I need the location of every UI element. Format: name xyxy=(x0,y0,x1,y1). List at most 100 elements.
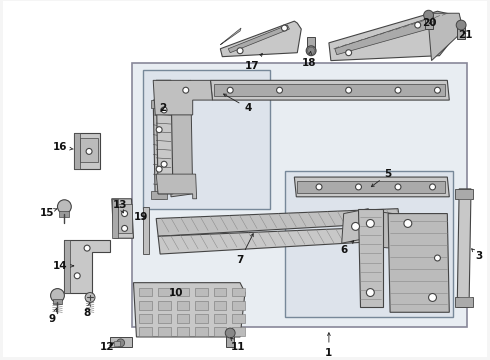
Bar xyxy=(425,15,433,29)
Circle shape xyxy=(237,48,243,54)
Circle shape xyxy=(415,22,421,28)
Polygon shape xyxy=(151,191,167,199)
Bar xyxy=(455,297,473,307)
Polygon shape xyxy=(329,11,463,60)
Bar xyxy=(176,314,189,323)
Text: 20: 20 xyxy=(422,18,437,28)
Bar xyxy=(176,288,189,297)
Bar xyxy=(195,314,208,323)
Circle shape xyxy=(85,293,95,302)
Bar xyxy=(139,288,152,297)
Circle shape xyxy=(395,87,401,93)
Bar xyxy=(214,314,226,323)
Circle shape xyxy=(161,161,167,167)
Bar xyxy=(52,300,62,305)
Polygon shape xyxy=(211,80,449,100)
Circle shape xyxy=(156,166,162,172)
Polygon shape xyxy=(228,25,290,53)
Polygon shape xyxy=(335,17,449,55)
Circle shape xyxy=(122,225,127,231)
Polygon shape xyxy=(359,209,383,307)
Bar xyxy=(226,333,234,347)
Circle shape xyxy=(50,289,64,302)
Polygon shape xyxy=(156,80,173,194)
Polygon shape xyxy=(215,84,445,96)
Bar xyxy=(139,314,152,323)
Bar xyxy=(195,327,208,336)
Text: 9: 9 xyxy=(49,309,57,324)
Circle shape xyxy=(356,184,362,190)
Bar xyxy=(457,25,465,39)
Bar xyxy=(214,327,226,336)
Polygon shape xyxy=(368,211,393,248)
Text: 2: 2 xyxy=(159,103,167,113)
Bar xyxy=(118,204,131,233)
Bar xyxy=(80,138,98,162)
Text: 19: 19 xyxy=(134,212,148,221)
Text: 11: 11 xyxy=(231,338,245,352)
Text: 5: 5 xyxy=(371,169,392,187)
Circle shape xyxy=(367,289,374,297)
Polygon shape xyxy=(294,177,449,197)
Text: 17: 17 xyxy=(245,54,262,71)
Circle shape xyxy=(352,222,360,230)
Circle shape xyxy=(276,87,283,93)
Bar xyxy=(307,37,315,51)
Text: 8: 8 xyxy=(83,303,91,318)
Text: 15: 15 xyxy=(39,208,57,217)
Polygon shape xyxy=(297,181,445,193)
Bar xyxy=(214,301,226,310)
Circle shape xyxy=(435,87,441,93)
Text: 13: 13 xyxy=(112,200,127,213)
Circle shape xyxy=(345,50,352,56)
Circle shape xyxy=(404,220,412,228)
Polygon shape xyxy=(74,132,80,169)
Circle shape xyxy=(306,46,316,56)
Circle shape xyxy=(117,339,124,347)
Polygon shape xyxy=(64,240,70,293)
Bar xyxy=(158,301,171,310)
Text: 14: 14 xyxy=(53,261,74,271)
Bar xyxy=(232,314,245,323)
Text: 7: 7 xyxy=(236,234,253,265)
Text: 6: 6 xyxy=(340,241,354,255)
Polygon shape xyxy=(133,283,245,337)
Text: 4: 4 xyxy=(223,94,252,113)
Bar xyxy=(110,337,131,347)
Circle shape xyxy=(57,200,72,213)
Bar xyxy=(59,211,69,217)
Bar xyxy=(195,288,208,297)
Bar xyxy=(114,341,120,346)
Circle shape xyxy=(430,184,436,190)
Circle shape xyxy=(86,148,92,154)
Circle shape xyxy=(435,255,441,261)
Circle shape xyxy=(316,184,322,190)
Circle shape xyxy=(84,245,90,251)
Text: 3: 3 xyxy=(472,249,483,261)
Bar xyxy=(214,288,226,297)
Circle shape xyxy=(395,184,401,190)
Bar xyxy=(176,301,189,310)
Bar xyxy=(232,327,245,336)
Circle shape xyxy=(122,211,127,217)
Text: 18: 18 xyxy=(302,51,317,68)
Polygon shape xyxy=(156,209,400,236)
Circle shape xyxy=(156,127,162,132)
Bar xyxy=(144,207,149,254)
Bar xyxy=(144,71,270,209)
Bar xyxy=(176,327,189,336)
Polygon shape xyxy=(342,209,368,243)
Polygon shape xyxy=(153,100,165,199)
Polygon shape xyxy=(388,213,449,312)
Circle shape xyxy=(161,107,167,113)
Bar xyxy=(158,314,171,323)
Bar xyxy=(139,327,152,336)
Polygon shape xyxy=(457,189,471,307)
Polygon shape xyxy=(112,199,133,238)
Polygon shape xyxy=(112,199,118,238)
Text: 21: 21 xyxy=(458,30,472,40)
Circle shape xyxy=(424,10,434,20)
Circle shape xyxy=(227,87,233,93)
Circle shape xyxy=(282,25,288,31)
Polygon shape xyxy=(153,80,213,115)
